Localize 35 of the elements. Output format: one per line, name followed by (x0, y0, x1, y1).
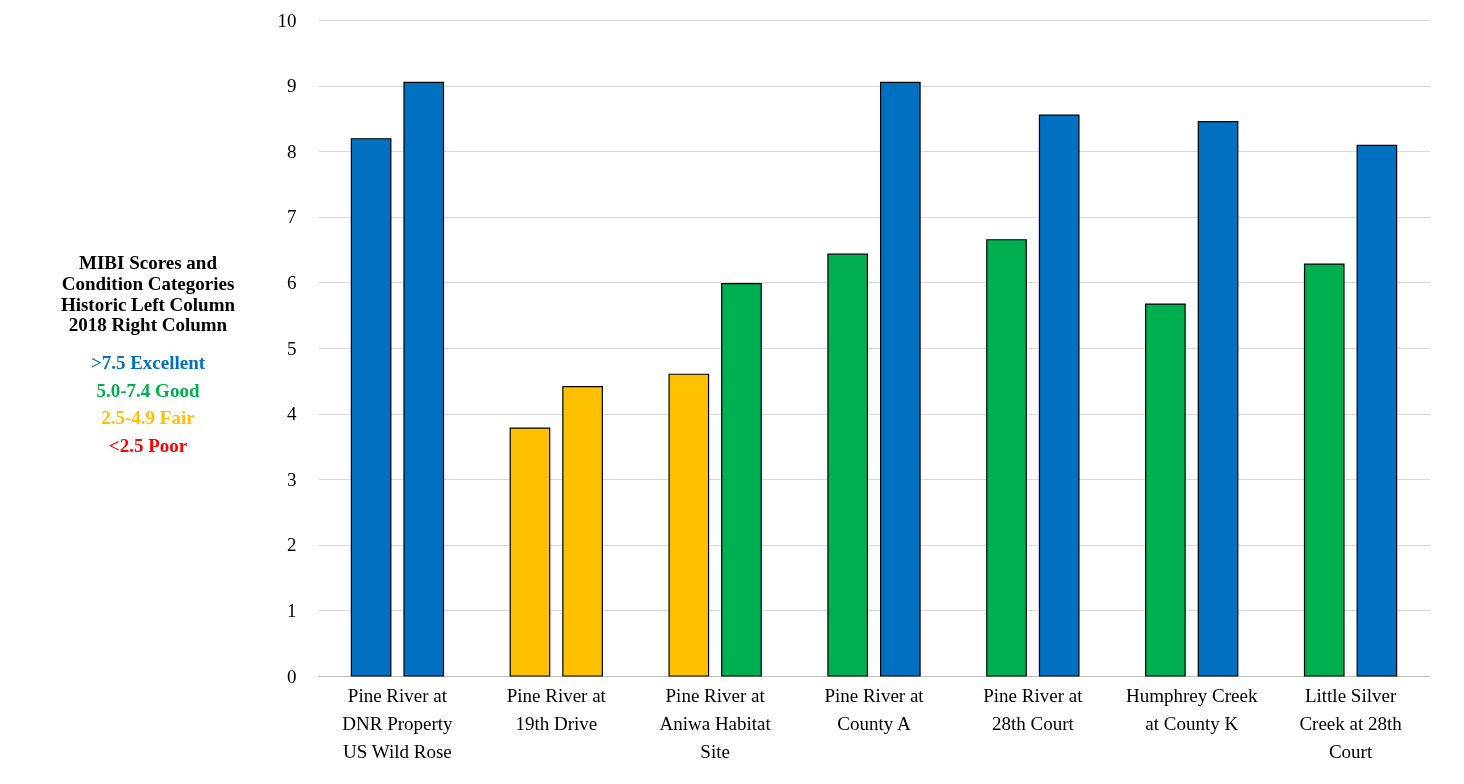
y-tick-label: 1 (287, 599, 297, 621)
bar (562, 386, 603, 677)
y-tick-label: 3 (287, 468, 297, 490)
bar (1356, 144, 1398, 677)
bar (1197, 121, 1239, 677)
text: >7.5 Excellent (90, 352, 206, 373)
y-tick-label: 4 (287, 403, 297, 425)
bar (1303, 263, 1345, 677)
text: 2.5-4.9 Fair (101, 407, 196, 428)
y-tick-label: 5 (287, 337, 297, 359)
y-tick-label: 6 (287, 271, 297, 293)
bar (986, 239, 1027, 677)
x-tick-label: Pine River at 28th Court (983, 684, 1084, 734)
bar (1038, 114, 1080, 677)
x-tick-label: Pine River at DNR Property US Wild Rose (342, 684, 454, 762)
y-tick-label: 10 (277, 9, 297, 31)
bar (879, 81, 921, 677)
y-tick-label: 0 (287, 665, 297, 687)
x-tick-label: Little Silver Creek at 28th Court (1299, 684, 1403, 762)
x-tick-label: Pine River at County A (824, 684, 925, 734)
x-tick-label: Pine River at 19th Drive (506, 684, 607, 734)
text: 5.0-7.4 Good (96, 379, 200, 401)
x-tick-label: Pine River at Aniwa Habitat Site (659, 684, 772, 762)
bar (403, 81, 445, 677)
bar (509, 427, 551, 677)
y-axis-title: MIBI Scores and Condition Categories Historic Left Column 2018 Right Column (60, 252, 236, 336)
y-tick-label: 8 (287, 140, 297, 162)
bar (827, 253, 869, 677)
y-tick-label: 2 (287, 534, 297, 556)
y-tick-label: 7 (287, 206, 297, 228)
x-tick-label: Humphrey Creek at County K (1126, 684, 1258, 734)
bar (1145, 303, 1186, 677)
y-tick-label: 9 (287, 75, 297, 97)
text: <2.5 Poor (108, 434, 188, 456)
bar (668, 373, 710, 677)
